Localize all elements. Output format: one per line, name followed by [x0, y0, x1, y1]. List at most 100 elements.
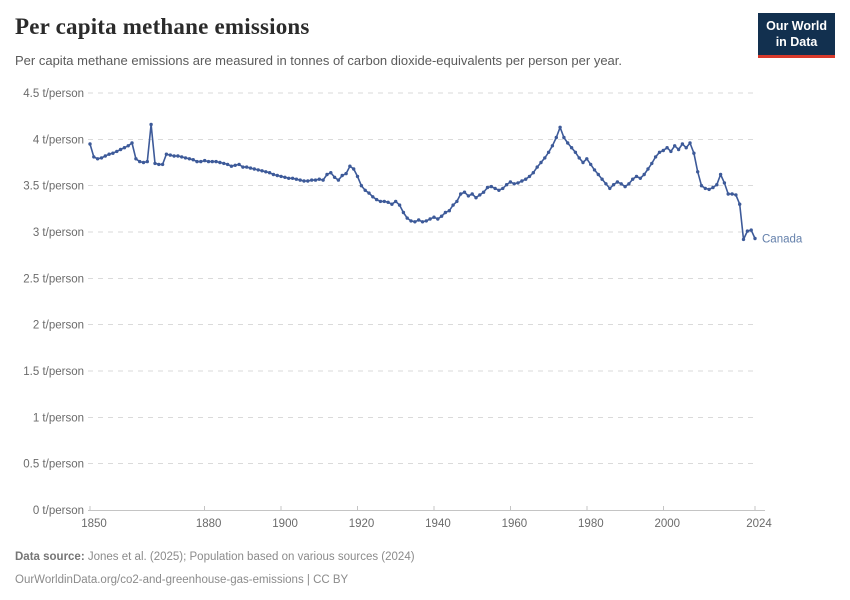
data-point — [294, 177, 299, 181]
data-point — [245, 165, 249, 169]
data-point — [546, 150, 551, 154]
data-point — [489, 184, 493, 189]
data-point — [359, 184, 364, 188]
data-point — [352, 167, 356, 171]
data-point — [524, 177, 528, 181]
data-point — [745, 229, 750, 233]
data-point — [275, 173, 279, 178]
data-point — [271, 172, 276, 177]
data-point — [172, 154, 176, 158]
data-point — [310, 178, 314, 182]
data-point — [508, 180, 513, 184]
data-point — [703, 186, 707, 191]
data-point — [405, 216, 409, 220]
data-point — [237, 162, 241, 167]
data-point — [180, 155, 184, 159]
data-point — [417, 218, 421, 222]
data-point — [195, 159, 199, 164]
chart-footer: Data source: Jones et al. (2025); Popula… — [15, 546, 415, 592]
data-point — [600, 177, 604, 181]
data-point — [730, 192, 734, 196]
x-tick-label: 2000 — [654, 518, 680, 530]
data-point — [516, 181, 520, 185]
data-point — [631, 177, 635, 181]
data-point — [657, 150, 662, 154]
data-point — [520, 179, 524, 183]
data-point — [707, 187, 711, 192]
data-point — [550, 144, 555, 148]
data-point — [145, 159, 149, 164]
data-point — [103, 154, 108, 158]
y-tick-label: 1 t/person — [33, 412, 84, 424]
data-point — [122, 146, 127, 150]
data-point — [340, 173, 344, 178]
data-point — [688, 141, 692, 145]
data-point — [462, 190, 467, 194]
data-source-value[interactable]: Jones et al. (2025); Population based on… — [87, 551, 415, 563]
entity-label: Canada — [762, 233, 803, 245]
data-point — [252, 167, 256, 171]
data-point — [436, 217, 440, 221]
data-point — [233, 163, 237, 167]
data-point — [684, 146, 688, 150]
data-point — [214, 159, 218, 164]
data-point — [367, 191, 371, 195]
data-point — [111, 151, 115, 155]
data-point — [527, 174, 532, 179]
data-point — [99, 156, 104, 160]
data-point — [321, 178, 325, 182]
owid-logo[interactable]: Our World in Data — [758, 13, 835, 58]
data-point — [504, 183, 509, 187]
data-point — [481, 190, 486, 194]
y-tick-label: 4 t/person — [33, 134, 84, 146]
data-point — [355, 174, 360, 179]
data-point — [642, 172, 646, 177]
data-point — [386, 200, 390, 204]
data-point — [451, 203, 455, 207]
data-point — [638, 176, 642, 180]
data-point — [298, 178, 302, 182]
data-point — [692, 151, 696, 155]
data-point — [283, 175, 287, 179]
y-tick-label: 3.5 t/person — [23, 181, 84, 193]
data-point — [669, 149, 673, 154]
data-point — [653, 155, 658, 159]
data-point — [95, 157, 100, 161]
data-point — [443, 210, 448, 215]
data-point — [302, 179, 306, 183]
license-line[interactable]: OurWorldinData.org/co2-and-greenhouse-ga… — [15, 574, 349, 586]
data-point — [256, 168, 260, 172]
data-point — [531, 171, 535, 175]
data-point — [673, 144, 677, 148]
data-point — [722, 181, 727, 185]
data-point — [741, 237, 746, 242]
data-point — [203, 158, 207, 163]
data-point — [191, 158, 195, 162]
data-point — [168, 153, 172, 157]
data-point — [696, 170, 700, 174]
data-point — [680, 142, 685, 146]
data-point — [569, 146, 574, 150]
data-point — [562, 135, 566, 140]
data-point — [615, 180, 620, 184]
data-point — [718, 172, 723, 177]
data-point — [413, 220, 417, 224]
owid-logo-line2: in Data — [775, 35, 818, 50]
data-point — [149, 122, 153, 127]
data-point — [164, 152, 169, 156]
data-point — [160, 162, 165, 167]
x-tick-label: 1940 — [425, 518, 451, 530]
data-point — [225, 162, 230, 167]
data-point — [287, 176, 291, 180]
data-point — [466, 194, 471, 198]
data-point — [130, 141, 134, 145]
data-point — [183, 156, 188, 160]
chart-subtitle: Per capita methane emissions are measure… — [15, 53, 623, 68]
data-point — [474, 196, 478, 200]
data-point — [661, 148, 665, 153]
data-point — [589, 162, 593, 167]
x-tick-label: 1900 — [272, 518, 298, 530]
data-point — [218, 160, 222, 165]
y-tick-label: 1.5 t/person — [23, 366, 84, 378]
